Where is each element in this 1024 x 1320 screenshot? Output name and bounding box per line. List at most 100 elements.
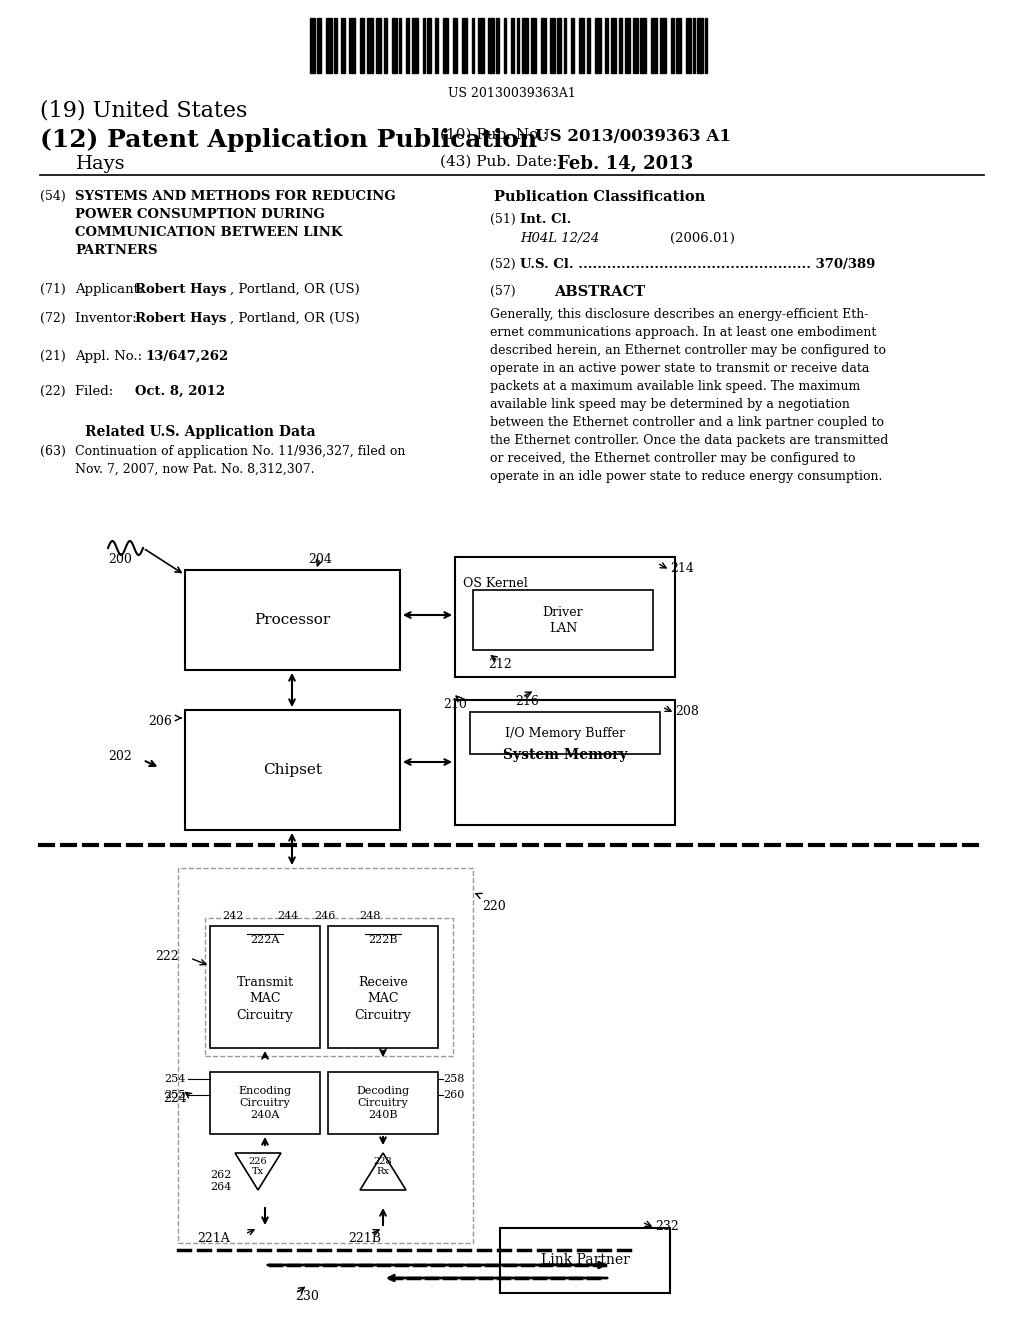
- Text: (51): (51): [490, 213, 516, 226]
- Text: System Memory: System Memory: [503, 748, 628, 762]
- Text: Inventor:: Inventor:: [75, 312, 145, 325]
- Text: US 2013/0039363 A1: US 2013/0039363 A1: [535, 128, 731, 145]
- Text: Int. Cl.: Int. Cl.: [520, 213, 571, 226]
- Text: 208: 208: [675, 705, 698, 718]
- Text: (10) Pub. No.:: (10) Pub. No.:: [440, 128, 548, 143]
- Bar: [571, 18, 574, 73]
- Bar: [511, 18, 514, 73]
- Bar: [550, 18, 555, 73]
- Bar: [399, 18, 401, 73]
- Bar: [611, 18, 616, 73]
- Text: Continuation of application No. 11/936,327, filed on
Nov. 7, 2007, now Pat. No. : Continuation of application No. 11/936,3…: [75, 445, 406, 477]
- Text: Encoding
Circuitry
240A: Encoding Circuitry 240A: [239, 1085, 292, 1121]
- Bar: [392, 18, 397, 73]
- Text: SYSTEMS AND METHODS FOR REDUCING
POWER CONSUMPTION DURING
COMMUNICATION BETWEEN : SYSTEMS AND METHODS FOR REDUCING POWER C…: [75, 190, 395, 257]
- Text: 230: 230: [295, 1290, 318, 1303]
- Text: (19) United States: (19) United States: [40, 100, 248, 121]
- Bar: [697, 18, 703, 73]
- Text: U.S. Cl. ................................................. 370/389: U.S. Cl. ...............................…: [520, 257, 876, 271]
- Text: 200: 200: [108, 553, 132, 566]
- Text: Processor: Processor: [254, 612, 331, 627]
- Bar: [185, 710, 400, 830]
- Bar: [693, 18, 695, 73]
- Text: Driver: Driver: [543, 606, 584, 619]
- Text: (63): (63): [40, 445, 66, 458]
- Text: 202: 202: [108, 750, 132, 763]
- Bar: [595, 18, 601, 73]
- Text: 204: 204: [308, 553, 332, 566]
- Bar: [328, 1072, 438, 1134]
- Text: Tx: Tx: [252, 1167, 264, 1176]
- Bar: [500, 1228, 670, 1294]
- Bar: [360, 18, 364, 73]
- Bar: [640, 18, 646, 73]
- Text: Transmit
MAC
Circuitry: Transmit MAC Circuitry: [237, 975, 294, 1023]
- Text: (12) Patent Application Publication: (12) Patent Application Publication: [40, 128, 538, 152]
- Bar: [326, 18, 332, 73]
- Bar: [210, 1072, 319, 1134]
- Text: Receive
MAC
Circuitry: Receive MAC Circuitry: [354, 975, 412, 1023]
- Text: 13/647,262: 13/647,262: [145, 350, 228, 363]
- Bar: [427, 18, 431, 73]
- Bar: [651, 18, 657, 73]
- Text: 216: 216: [515, 696, 539, 708]
- Text: 214: 214: [670, 562, 694, 576]
- Text: (52): (52): [490, 257, 516, 271]
- Bar: [455, 700, 675, 825]
- Text: 224: 224: [163, 1092, 186, 1105]
- Bar: [470, 711, 660, 754]
- Text: ABSTRACT: ABSTRACT: [554, 285, 645, 300]
- Text: Link Partner: Link Partner: [541, 1254, 630, 1267]
- Bar: [334, 18, 337, 73]
- Text: 228: 228: [374, 1156, 392, 1166]
- Text: Decoding
Circuitry
240B: Decoding Circuitry 240B: [356, 1085, 410, 1121]
- Text: (54): (54): [40, 190, 66, 203]
- Bar: [633, 18, 638, 73]
- Text: LAN: LAN: [549, 622, 578, 635]
- Bar: [205, 917, 453, 1056]
- Bar: [676, 18, 681, 73]
- Bar: [478, 18, 484, 73]
- Text: I/O Memory Buffer: I/O Memory Buffer: [505, 726, 625, 739]
- Text: (71): (71): [40, 282, 66, 296]
- Text: US 20130039363A1: US 20130039363A1: [449, 87, 575, 100]
- Text: 206: 206: [148, 715, 172, 729]
- Bar: [531, 18, 536, 73]
- Text: , Portland, OR (US): , Portland, OR (US): [230, 312, 359, 325]
- Bar: [317, 18, 321, 73]
- Text: 258: 258: [443, 1074, 464, 1084]
- Text: 242: 242: [222, 911, 244, 921]
- Text: Robert Hays: Robert Hays: [135, 312, 226, 325]
- Bar: [705, 18, 707, 73]
- Bar: [210, 927, 319, 1048]
- Text: (43) Pub. Date:: (43) Pub. Date:: [440, 154, 557, 169]
- Bar: [564, 18, 566, 73]
- Text: Hays: Hays: [76, 154, 126, 173]
- Bar: [367, 18, 373, 73]
- Bar: [423, 18, 425, 73]
- Text: 210: 210: [443, 698, 467, 711]
- Bar: [341, 18, 345, 73]
- Text: Oct. 8, 2012: Oct. 8, 2012: [135, 385, 225, 399]
- Text: Rx: Rx: [377, 1167, 389, 1176]
- Bar: [671, 18, 674, 73]
- Text: OS Kernel: OS Kernel: [463, 577, 527, 590]
- Bar: [686, 18, 691, 73]
- Bar: [541, 18, 546, 73]
- Text: Robert Hays: Robert Hays: [135, 282, 226, 296]
- Bar: [618, 18, 622, 73]
- Text: Publication Classification: Publication Classification: [495, 190, 706, 205]
- Text: 262: 262: [210, 1170, 231, 1180]
- Bar: [517, 18, 519, 73]
- Text: H04L 12/24: H04L 12/24: [520, 232, 599, 246]
- Text: 232: 232: [655, 1220, 679, 1233]
- Text: 248: 248: [359, 911, 381, 921]
- Text: Applicant:: Applicant:: [75, 282, 147, 296]
- Text: 226: 226: [249, 1156, 267, 1166]
- Text: (22): (22): [40, 385, 66, 399]
- Bar: [328, 927, 438, 1048]
- Bar: [496, 18, 499, 73]
- Text: 222B: 222B: [369, 935, 397, 945]
- Bar: [462, 18, 467, 73]
- Text: Generally, this disclosure describes an energy-efficient Eth-
ernet communicatio: Generally, this disclosure describes an …: [490, 308, 889, 483]
